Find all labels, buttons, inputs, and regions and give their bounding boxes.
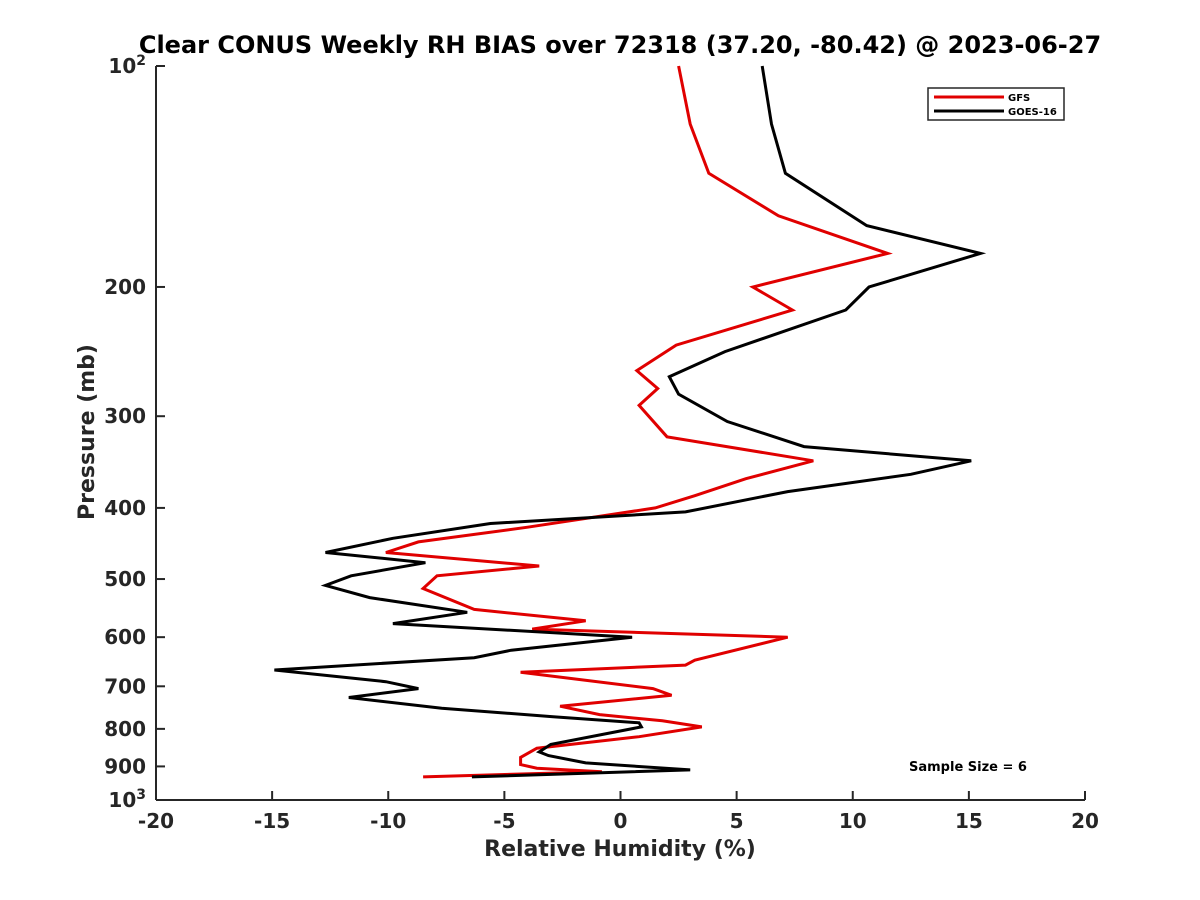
x-tick-label: -5 [493, 809, 515, 833]
y-tick-label: 600 [104, 625, 146, 649]
plot-area: -20 -15 -10 -5 0 5 10 15 20 102 200 300 400 500 600 700… [104, 53, 1099, 833]
x-tick-label: -20 [138, 809, 174, 833]
y-tick-label: 500 [104, 567, 146, 591]
y-axis-label: Pressure (mb) [75, 344, 100, 520]
x-tick-label: 0 [614, 809, 628, 833]
x-tick-label: 10 [839, 809, 867, 833]
series-line-goes-16 [274, 65, 987, 779]
y-tick-label: 102 [108, 53, 146, 78]
y-tick-label: 300 [104, 404, 146, 428]
y-tick-label: 900 [104, 754, 146, 778]
series-line-gfs [385, 65, 893, 779]
x-axis-label: Relative Humidity (%) [484, 837, 756, 862]
y-tick-label: 103 [108, 787, 146, 812]
y-tick-label: 200 [104, 275, 146, 299]
legend-box [927, 87, 1065, 121]
legend-label-goes-16: GOES-16 [1008, 107, 1057, 118]
y-tick-label: 800 [104, 717, 146, 741]
y-tick-label: 700 [104, 674, 146, 698]
x-tick-label: 15 [955, 809, 983, 833]
sample-size-annotation: Sample Size = 6 [909, 760, 1027, 775]
y-tick-label: 400 [104, 496, 146, 520]
chart-title: Clear CONUS Weekly RH BIAS over 72318 (3… [139, 31, 1101, 59]
legend-label-gfs: GFS [1008, 93, 1030, 104]
x-tick-label: -15 [254, 809, 290, 833]
x-tick-label: 20 [1071, 809, 1099, 833]
x-tick-label: -10 [370, 809, 406, 833]
x-tick-label: 5 [730, 809, 744, 833]
legend: GFS GOES-16 [927, 87, 1065, 121]
